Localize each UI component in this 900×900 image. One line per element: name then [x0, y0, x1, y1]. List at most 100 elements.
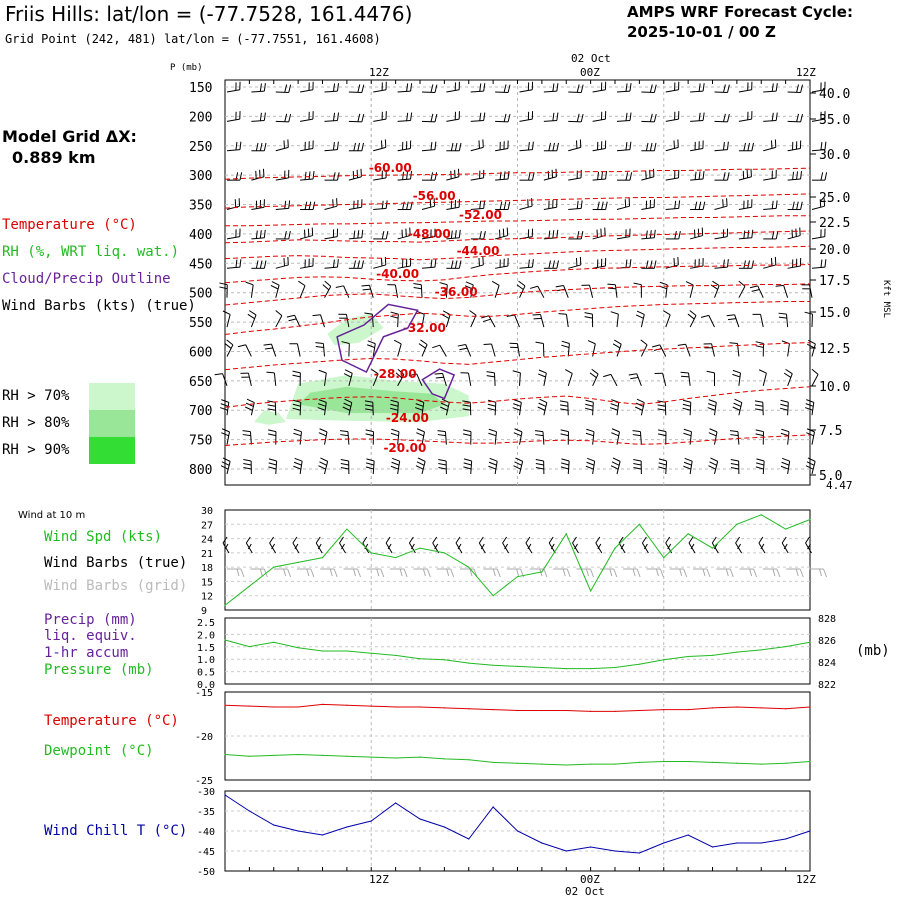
- barb-24-450: [811, 259, 827, 269]
- height-tick-3: 25.0: [819, 191, 850, 206]
- barb-10-650: [460, 372, 472, 386]
- dewpoint-line-point-15: [590, 763, 592, 765]
- pressure-line-point-13: [541, 666, 543, 669]
- barb-5-150: [348, 84, 365, 93]
- height-tick-8: 12.5: [819, 342, 850, 357]
- rh-region-2: [254, 410, 286, 425]
- barb-7-200: [397, 112, 413, 122]
- barb-18-450: [665, 256, 679, 269]
- isotherm--36: [224, 283, 811, 306]
- pressure-line-point-17: [638, 663, 640, 665]
- temperature-line-point-10: [468, 708, 470, 710]
- wind-barb-true-21: [711, 536, 719, 554]
- height-tick-1: 35.0: [819, 113, 850, 128]
- wind-barb-grid-5: [343, 568, 361, 578]
- barb-20-250: [714, 141, 729, 152]
- wind-barb-grid-18: [646, 568, 664, 578]
- pressure-line: [224, 639, 811, 670]
- barb-14-150: [568, 84, 584, 93]
- barb-3-150: [300, 81, 314, 93]
- barb-21-750: [729, 430, 740, 445]
- barb-12-800: [513, 457, 524, 475]
- barb-13-200: [543, 112, 559, 122]
- barb-18-800: [658, 458, 668, 475]
- barb-8-250: [421, 141, 437, 152]
- barb-3-600: [289, 343, 301, 357]
- pressure-line-point-22: [760, 649, 762, 651]
- wind-barb-grid-2: [273, 568, 292, 578]
- wind-tick-12: 12: [201, 592, 213, 603]
- precip-tick-0: 2.5: [197, 618, 215, 629]
- barb-0-700: [219, 399, 230, 416]
- barb-8-200: [421, 113, 438, 123]
- windchill-line-point-12: [516, 830, 519, 832]
- wind-barb-grid-14: [553, 568, 571, 578]
- barb-6-200: [373, 111, 387, 122]
- windchill-line-point-5: [346, 826, 348, 828]
- pressure-right-tick-822: 822: [818, 680, 836, 691]
- barb-24-700: [804, 399, 815, 416]
- precip-label: Precip (mm): [44, 612, 137, 628]
- cloud-outline-0: [336, 303, 419, 374]
- barb-11-600: [483, 343, 496, 357]
- pressure-line-point-14: [565, 668, 567, 670]
- barb-24-800: [805, 457, 816, 475]
- pressure-line-point-23: [785, 646, 787, 648]
- barb-6-150: [373, 81, 387, 93]
- barb-16-250: [616, 141, 632, 152]
- wind-tick-24: 24: [201, 535, 213, 546]
- temperature-line-point-20: [711, 707, 714, 709]
- barb-24-300: [812, 172, 828, 181]
- barb-9-550: [441, 310, 451, 328]
- barb-14-400: [568, 230, 584, 240]
- isotherm-label-5: -40.00: [376, 267, 419, 281]
- barb-19-200: [690, 112, 705, 122]
- windchill-line-point-21: [736, 842, 738, 844]
- wind-speed-line-point-18: [663, 557, 665, 559]
- top-tick-label-1: 12Z: [369, 66, 389, 79]
- barb-14-250: [568, 139, 582, 152]
- pressure-line-point-20: [711, 654, 714, 657]
- barb-17-200: [641, 113, 657, 123]
- windchill-line-point-13: [541, 842, 543, 844]
- barb-22-800: [755, 458, 765, 475]
- barb-11-250: [495, 140, 509, 152]
- barb-17-250: [641, 142, 657, 152]
- barb-23-250: [787, 140, 802, 152]
- barb-5-300: [348, 168, 362, 181]
- pressure-line-point-11: [492, 664, 494, 666]
- wind-barb-grid-19: [669, 568, 688, 578]
- barb-15-350: [592, 201, 608, 211]
- barb-5-650: [343, 369, 353, 386]
- temperature-line-point-4: [321, 703, 324, 705]
- wind-barb-grid-7: [390, 568, 408, 578]
- windchill-line-point-20: [711, 846, 714, 848]
- barb-17-450: [641, 260, 657, 269]
- temperature-line-point-23: [785, 708, 787, 710]
- pressure-label: Pressure (mb): [44, 662, 154, 678]
- temperature-line-point-3: [297, 706, 299, 708]
- height-tick-4: 22.5: [819, 216, 850, 231]
- barb-0-800: [220, 457, 231, 475]
- barb-10-350: [470, 200, 486, 211]
- barb-23-450: [787, 258, 802, 269]
- barb-4-600: [315, 342, 325, 357]
- barb-11-800: [488, 457, 498, 475]
- wind-barb-true-24: [781, 536, 789, 554]
- wind-barb-grid-15: [576, 568, 594, 578]
- barb-4-800: [318, 457, 329, 475]
- wind-barb-true-12: [502, 536, 510, 554]
- barb-13-150: [543, 83, 559, 93]
- barb-21-150: [738, 81, 753, 93]
- barb-15-650: [589, 368, 599, 387]
- barb-22-750: [755, 429, 764, 445]
- isotherm--32: [224, 301, 810, 335]
- barb-11-700: [487, 399, 497, 416]
- barb-0-750: [221, 428, 230, 445]
- barb-17-350: [641, 199, 655, 211]
- barb-20-350: [714, 198, 728, 211]
- barb-2-400: [275, 230, 291, 240]
- barb-14-200: [568, 113, 584, 123]
- temperature-line-point-7: [395, 706, 397, 708]
